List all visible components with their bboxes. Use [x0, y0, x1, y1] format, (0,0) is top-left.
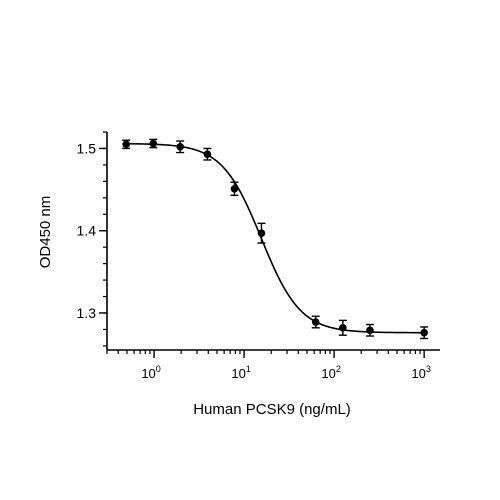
fit-curve-layer [126, 142, 425, 334]
y-tick-label: 1.3 [77, 305, 97, 321]
axes: 1.3 1.4 1.5 100 101 102 103 [77, 131, 440, 381]
point-marker [366, 326, 374, 335]
data-point [230, 181, 239, 197]
data-point [203, 147, 212, 161]
point-marker [176, 143, 184, 151]
data-point [420, 326, 429, 340]
fit-curve [126, 142, 425, 334]
data-point [365, 323, 374, 337]
point-marker [230, 184, 239, 193]
y-axis-label: OD450 nm [37, 196, 54, 269]
point-marker [203, 150, 212, 159]
data-point [338, 319, 347, 336]
point-marker [122, 140, 130, 149]
point-marker [257, 229, 266, 237]
data-point [257, 222, 266, 244]
point-marker [311, 318, 320, 326]
x-tick-label: 100 [141, 364, 160, 381]
y-tick-label: 1.4 [77, 223, 97, 239]
y-tick-label: 1.5 [77, 140, 97, 156]
data-point [176, 140, 185, 154]
data-point [311, 315, 320, 329]
point-marker [149, 139, 158, 148]
x-tick-label: 102 [321, 364, 340, 381]
data-points-layer [122, 138, 429, 340]
x-axis-label: Human PCSK9 (ng/mL) [193, 401, 351, 418]
data-point [122, 139, 131, 150]
data-point [149, 138, 158, 149]
point-marker [420, 328, 428, 337]
point-marker [339, 323, 347, 332]
x-tick-label: 101 [231, 364, 250, 381]
x-tick-label: 103 [411, 364, 430, 381]
